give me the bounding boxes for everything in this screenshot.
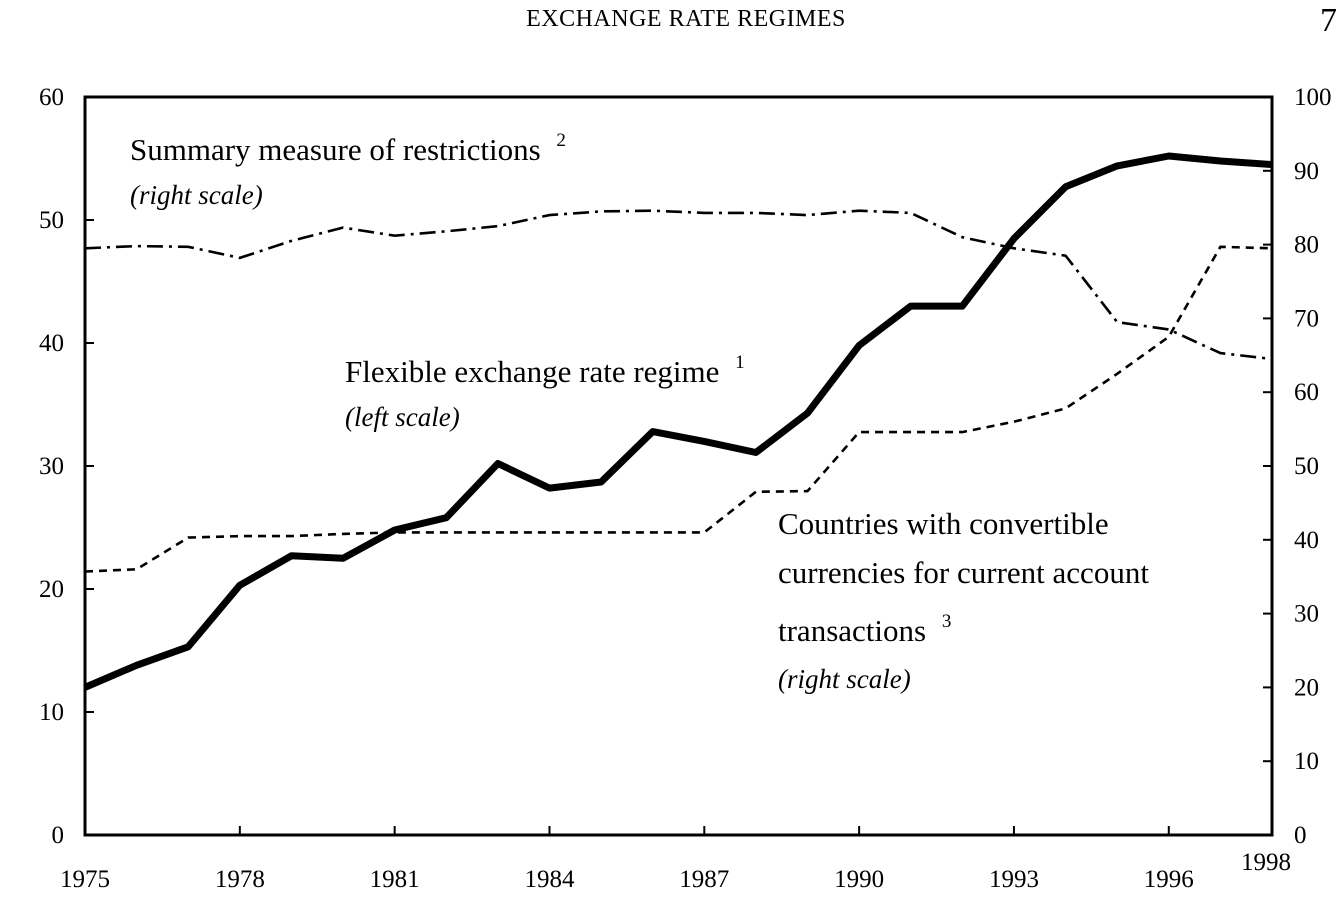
right-tick-label-0: 0 [1294,822,1307,849]
axis-layer: 1975 1978 1981 1984 1987 1990 1993 199619980102… [39,84,1332,893]
x-tick-label-1998: 1998 [1241,849,1291,876]
right-tick-label-40: 40 [1294,527,1319,554]
series-line-flexible [83,152,1273,691]
x-tick-label-1981: 1981 [370,866,420,893]
x-tick-label-1996: 1996 [1144,866,1194,893]
convertible-label-line-3: transactions 3 [778,611,951,648]
page-header: EXCHANGE RATE REGIMES 7 [0,0,1343,40]
x-tick-label-1993: 1993 [989,866,1039,893]
x-tick-label-1987: 1987 [679,866,729,893]
x-tick-label-1978: 1978 [215,866,265,893]
series-line-restrictions [84,209,1273,361]
left-tick-label-60: 60 [39,84,64,111]
series-layer [83,152,1273,691]
flexible-scale-note: (left scale) [345,402,460,432]
right-tick-label-10: 10 [1294,748,1319,775]
plot-frame [83,95,1274,837]
flexible-footnote: 1 [735,352,745,373]
restrictions-footnote: 2 [556,130,566,151]
right-tick-label-80: 80 [1294,232,1319,259]
convertible-footnote: 3 [942,611,952,632]
restrictions-label: Summary measure of restrictions 2 [130,130,566,167]
right-tick-label-60: 60 [1294,379,1319,406]
left-tick-label-40: 40 [39,330,64,357]
x-tick-label-1990: 1990 [834,866,884,893]
convertible-label-text: transactions [778,613,926,648]
right-tick-label-50: 50 [1294,453,1319,480]
x-tick-label-1984: 1984 [524,866,575,893]
left-tick-label-10: 10 [39,699,64,726]
left-tick-label-0: 0 [52,822,65,849]
right-tick-label-30: 30 [1294,601,1319,628]
left-tick-label-20: 20 [39,576,64,603]
left-tick-label-50: 50 [39,207,64,234]
convertible-scale-note: (right scale) [778,664,911,694]
restrictions-label-text: Summary measure of restrictions [130,132,541,167]
series-line-convertible [84,245,1273,573]
running-title: EXCHANGE RATE REGIMES [526,6,846,32]
right-tick-label-100: 100 [1294,84,1332,111]
flexible-label: Flexible exchange rate regime 1 [345,352,745,389]
page-number: 7 [1320,2,1337,39]
flexible-label-text: Flexible exchange rate regime [345,354,719,389]
left-tick-label-30: 30 [39,453,64,480]
restrictions-scale-note: (right scale) [130,180,263,210]
right-tick-label-20: 20 [1294,674,1319,701]
right-tick-label-70: 70 [1294,305,1319,332]
convertible-label-line-1: Countries with convertible [778,506,1109,541]
right-tick-label-90: 90 [1294,158,1319,185]
x-tick-label-1975: 1975 [60,866,110,893]
convertible-label-line-2: currencies for current account [778,555,1149,590]
